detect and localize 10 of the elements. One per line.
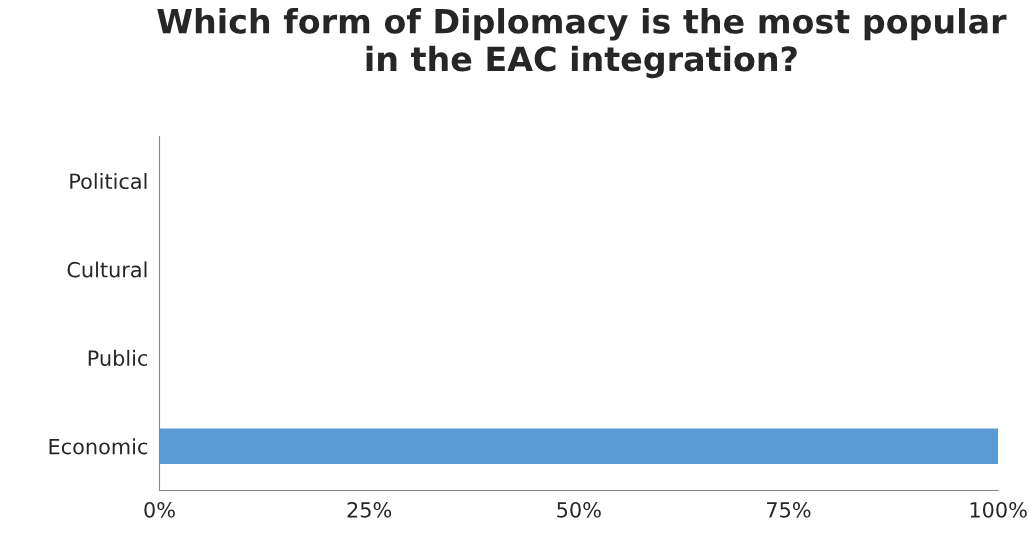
- y-tick-label: Economic: [49, 438, 148, 455]
- x-tick-label: 75%: [767, 501, 811, 518]
- chart-title: Which form of Diplomacy is the most popular in the EAC integration?: [157, 8, 1007, 79]
- x-tick-label: 50%: [557, 501, 601, 518]
- y-tick-label: Political: [70, 172, 147, 190]
- x-tick-label: 100%: [970, 501, 1027, 518]
- y-tick-label: Cultural: [67, 261, 147, 278]
- y-tick-label: Public: [88, 349, 148, 366]
- x-tick-label: 25%: [347, 501, 392, 518]
- x-tick-label: 0%: [144, 501, 175, 518]
